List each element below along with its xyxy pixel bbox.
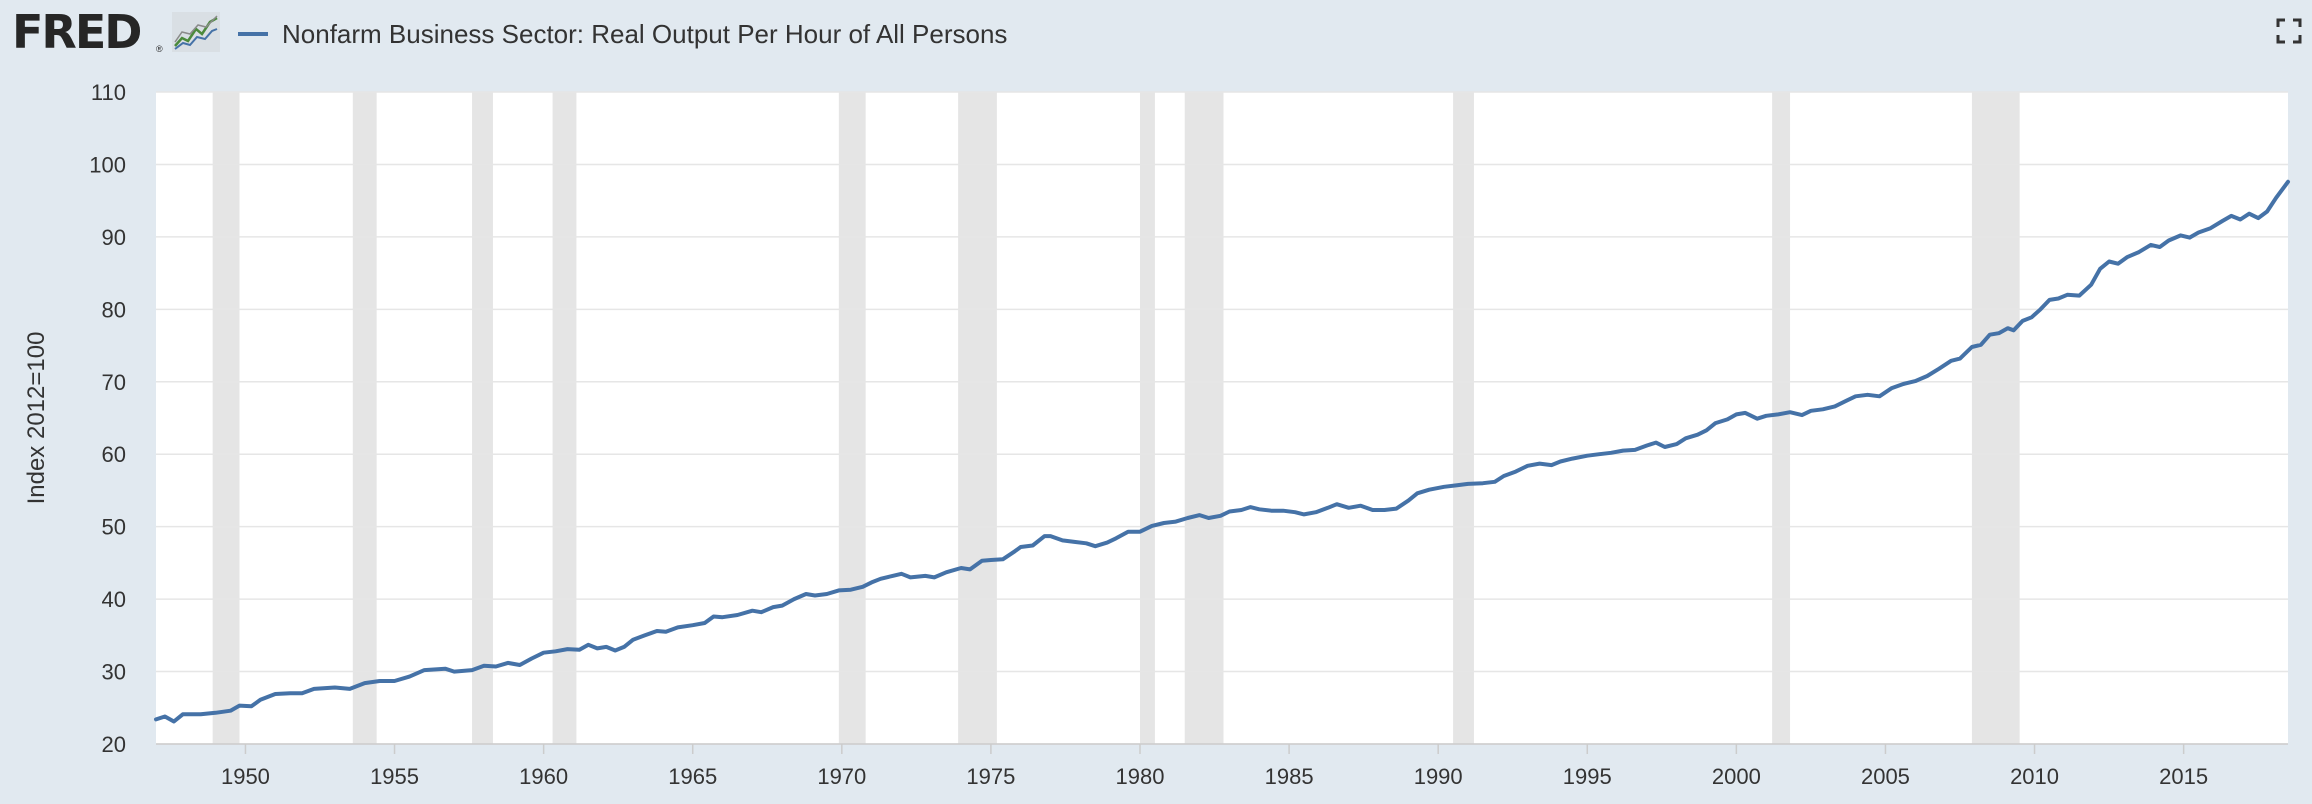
recession-band — [958, 92, 997, 744]
x-tick-label: 1985 — [1265, 764, 1314, 789]
series-title[interactable]: Nonfarm Business Sector: Real Output Per… — [282, 18, 1008, 49]
x-tick-label: 2000 — [1712, 764, 1761, 789]
recession-band — [838, 92, 866, 744]
y-tick-label: 70 — [102, 370, 126, 395]
y-tick-label: 90 — [102, 225, 126, 250]
line-chart-icon — [172, 12, 220, 52]
y-tick-label: 100 — [89, 152, 126, 177]
x-tick-label: 2015 — [2159, 764, 2208, 789]
y-tick-label: 20 — [102, 732, 126, 757]
recession-band — [1772, 92, 1791, 744]
recession-band — [472, 92, 493, 744]
y-tick-label: 50 — [102, 515, 126, 540]
recession-band — [352, 92, 377, 744]
y-tick-label: 40 — [102, 587, 126, 612]
fred-logo[interactable]: FRED — [12, 5, 142, 59]
fullscreen-icon[interactable] — [2276, 18, 2302, 44]
chart-legend: Nonfarm Business Sector: Real Output Per… — [238, 14, 1007, 54]
recession-band — [1971, 92, 2020, 744]
x-tick-label: 1990 — [1414, 764, 1463, 789]
series-line[interactable] — [154, 179, 2290, 724]
registered-mark: ® — [156, 44, 163, 54]
x-tick-label: 1980 — [1116, 764, 1165, 789]
y-tick-label: 30 — [102, 660, 126, 685]
x-tick-label: 1975 — [966, 764, 1015, 789]
x-tick-label: 1995 — [1563, 764, 1612, 789]
y-tick-label: 60 — [102, 442, 126, 467]
x-tick-label: 1960 — [519, 764, 568, 789]
x-tick-label: 2005 — [1861, 764, 1910, 789]
y-tick-label: 80 — [102, 297, 126, 322]
x-tick-label: 1970 — [817, 764, 866, 789]
recession-band — [1453, 92, 1474, 744]
recession-band — [1140, 92, 1155, 744]
x-tick-label: 2010 — [2010, 764, 2059, 789]
y-tick-label: 110 — [91, 80, 126, 105]
legend-swatch — [238, 32, 268, 36]
recession-band — [552, 92, 577, 744]
x-tick-label: 1955 — [370, 764, 419, 789]
x-tick-label: 1950 — [221, 764, 270, 789]
recession-band — [1184, 92, 1224, 744]
recession-band — [212, 92, 240, 744]
y-axis-label: Index 2012=100 — [23, 332, 50, 505]
x-tick-label: 1965 — [668, 764, 717, 789]
chart-header: FRED ® Nonfarm Business Sector: Real Out… — [0, 0, 2312, 70]
